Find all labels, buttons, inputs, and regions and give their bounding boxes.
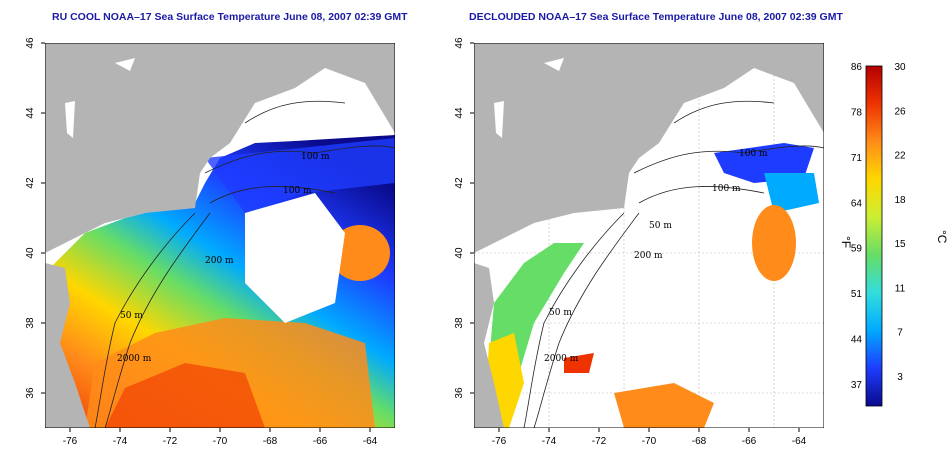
warm-water	[614, 383, 714, 428]
fahrenheit-tick: 78	[851, 107, 863, 118]
celsius-tick: 15	[894, 239, 906, 250]
lon-tick-label: -68	[692, 436, 707, 447]
fahrenheit-tick: 37	[851, 380, 863, 391]
celsius-tick: 11	[895, 283, 906, 294]
contour-line	[673, 100, 775, 124]
contour-label: 200 m	[634, 251, 663, 261]
contour-line	[523, 212, 625, 428]
land-mass-south	[45, 263, 90, 428]
contour-line	[633, 145, 824, 174]
lon-tick-label: -72	[592, 436, 607, 447]
lake	[494, 101, 504, 138]
lon-tick-label: -68	[263, 436, 278, 447]
celsius-tick: 30	[894, 62, 906, 73]
left-panel-title: RU COOL NOAA–17 Sea Surface Temperature …	[52, 11, 408, 23]
lat-tick-label: 36	[25, 387, 36, 399]
contour-line	[204, 145, 395, 174]
lon-tick-label: -70	[213, 436, 228, 447]
lon-tick-label: -74	[113, 436, 128, 447]
lake	[115, 58, 135, 71]
contour-line	[244, 100, 346, 124]
left-sst-map: 100 m 100 m 200 m 50 m 2000 m	[45, 43, 395, 428]
contour-label: 2000 m	[544, 354, 579, 364]
contour-label: 50 m	[649, 221, 672, 231]
contour-label: 50 m	[120, 311, 143, 321]
warm-eddy	[752, 205, 796, 281]
fahrenheit-tick: 44	[851, 335, 863, 346]
cool-patch	[764, 173, 819, 213]
celsius-tick: 26	[894, 106, 906, 117]
right-panel-title: DECLOUDED NOAA–17 Sea Surface Temperatur…	[469, 11, 843, 23]
celsius-tick: 22	[894, 151, 906, 162]
lat-tick-label: 44	[454, 107, 465, 119]
land-mass	[45, 43, 395, 253]
contour-line	[638, 186, 765, 204]
lon-tick-label: -76	[63, 436, 78, 447]
lon-tick-label: -66	[742, 436, 757, 447]
contour-label: 200 m	[205, 256, 234, 266]
lon-tick-label: -72	[163, 436, 178, 447]
celsius-tick: 18	[894, 195, 906, 206]
lon-tick-label: -64	[792, 436, 807, 447]
land-mass	[474, 43, 824, 253]
celsius-tick: 3	[897, 372, 903, 383]
contour-label: 100 m	[739, 149, 768, 159]
fahrenheit-unit: °F	[839, 236, 853, 248]
celsius-tick: 7	[897, 328, 903, 339]
lat-tick-label: 46	[454, 37, 465, 49]
lat-tick-label: 42	[25, 177, 36, 189]
contour-label: 2000 m	[117, 354, 152, 364]
fahrenheit-tick: 59	[851, 244, 863, 255]
cloud-gap	[245, 193, 345, 323]
contour-label: 100 m	[712, 184, 741, 194]
lat-tick-label: 44	[25, 107, 36, 119]
lat-tick-label: 40	[25, 247, 36, 259]
land-mass-south	[474, 263, 504, 428]
lat-tick-label: 38	[454, 317, 465, 329]
celsius-unit: °C	[935, 230, 949, 244]
temperature-colorbar: 86 78 71 64 59 51 44 37 30 26 22 18 15 11 7 3 °F °C	[839, 62, 949, 407]
cold-band	[205, 138, 395, 213]
contour-label: 100 m	[283, 186, 312, 196]
lat-tick-label: 40	[454, 247, 465, 259]
lon-tick-label: -76	[492, 436, 507, 447]
fahrenheit-tick: 71	[851, 153, 863, 164]
right-sst-map: 100 m 50 m 100 m 200 m 50 m 2000 m	[474, 43, 824, 428]
lat-tick-label: 36	[454, 387, 465, 399]
contour-line	[104, 212, 211, 428]
fahrenheit-tick: 86	[851, 62, 863, 73]
hot-patch	[564, 353, 594, 373]
lat-tick-label: 42	[454, 177, 465, 189]
lon-tick-label: -70	[642, 436, 657, 447]
contour-line	[209, 186, 336, 204]
lon-tick-label: -74	[542, 436, 557, 447]
lake	[65, 101, 75, 138]
colorbar-scale	[865, 65, 883, 407]
hot-water	[105, 363, 265, 428]
contour-label: 50 m	[549, 308, 572, 318]
warm-eddy	[330, 225, 390, 281]
contour-line	[94, 212, 196, 428]
fahrenheit-tick: 51	[851, 289, 863, 300]
contour-line	[533, 212, 640, 428]
lake	[544, 58, 564, 71]
fahrenheit-tick: 64	[851, 198, 863, 209]
lat-tick-label: 38	[25, 317, 36, 329]
lon-tick-label: -64	[363, 436, 378, 447]
contour-label: 100 m	[301, 152, 330, 162]
lat-tick-label: 46	[25, 37, 36, 49]
lon-tick-label: -66	[313, 436, 328, 447]
